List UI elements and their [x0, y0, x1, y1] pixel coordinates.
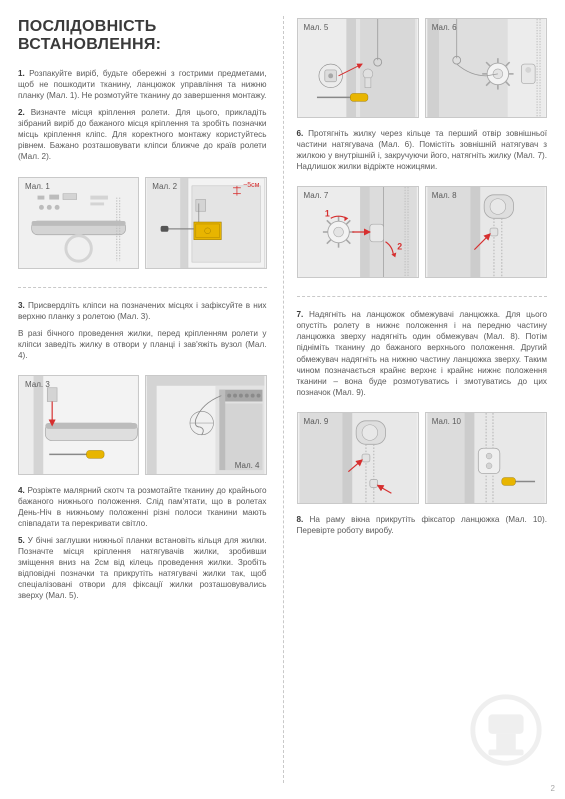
fig-7-label: Мал. 7 — [302, 190, 331, 201]
step-8-text: На раму вікна прикрутіть фіксатор ланцюж… — [297, 515, 548, 535]
fig-4-label: Мал. 4 — [233, 460, 262, 471]
fig-row-3-4: Мал. 3 Мал. 4 — [18, 375, 267, 475]
fig-5-svg — [298, 19, 418, 117]
fig-2-note: ~5см — [241, 181, 261, 190]
figure-9: Мал. 9 — [297, 412, 419, 504]
step-7: 7. Надягніть на ланцюжок обмежувачі ланц… — [297, 309, 548, 398]
figure-2: Мал. 2 ~5см — [145, 177, 266, 269]
fig-row-5-6: Мал. 5 — [297, 18, 548, 118]
step-3b: В разі бічного проведення жилки, перед к… — [18, 328, 267, 361]
fig-3-label: Мал. 3 — [23, 379, 52, 390]
right-divider-1 — [297, 296, 548, 297]
fig-9-label: Мал. 9 — [302, 416, 331, 427]
fig-6-svg — [426, 19, 546, 117]
step-1-text: Розпакуйте виріб, будьте обережні з гост… — [18, 69, 267, 100]
right-column: Мал. 5 — [283, 0, 565, 799]
figure-4: Мал. 4 — [145, 375, 266, 475]
step-6-text: Протягніть жилку через кільце та перший … — [297, 129, 548, 171]
step-6: 6. Протягніть жилку через кільце та перш… — [297, 128, 548, 172]
figure-1: Мал. 1 — [18, 177, 139, 269]
fig-6-label: Мал. 6 — [430, 22, 459, 33]
step-1: 1. Розпакуйте виріб, будьте обережні з г… — [18, 68, 267, 101]
fig7-num2: 2 — [397, 242, 402, 252]
step-3-text: Присвердліть кліпси на позначених місцях… — [18, 301, 267, 321]
left-divider-1 — [18, 287, 267, 288]
page-number: 2 — [551, 784, 555, 793]
step-4: 4. Розріжте малярний скотч та розмотайте… — [18, 485, 267, 529]
watermark-icon — [467, 691, 545, 769]
step-5: 5. У бічні заглушки нижньої планки встан… — [18, 535, 267, 601]
figure-6: Мал. 6 — [425, 18, 547, 118]
fig-10-label: Мал. 10 — [430, 416, 463, 427]
step-2: 2. Визначте місця кріплення ролети. Для … — [18, 107, 267, 162]
figure-10: Мал. 10 — [425, 412, 547, 504]
fig-5-label: Мал. 5 — [302, 22, 331, 33]
fig-row-9-10: Мал. 9 — [297, 412, 548, 504]
step-8: 8. На раму вікна прикрутіть фіксатор лан… — [297, 514, 548, 536]
fig-3-svg — [19, 376, 138, 474]
figure-7: Мал. 7 1 2 — [297, 186, 419, 278]
fig7-num1: 1 — [324, 209, 329, 219]
left-column: ПОСЛІДОВНІСТЬ ВСТАНОВЛЕННЯ: 1. Розпакуйт… — [0, 0, 283, 799]
fig-row-7-8: Мал. 7 1 2 — [297, 186, 548, 278]
fig-8-label: Мал. 8 — [430, 190, 459, 201]
step-3: 3. Присвердліть кліпси на позначених міс… — [18, 300, 267, 322]
step-2-text: Визначте місця кріплення ролети. Для цьо… — [18, 108, 267, 161]
step-4-text: Розріжте малярний скотч та розмотайте тк… — [18, 486, 267, 528]
page-title: ПОСЛІДОВНІСТЬ ВСТАНОВЛЕННЯ: — [18, 18, 267, 54]
fig-2-label: Мал. 2 — [150, 181, 179, 192]
step-7-text: Надягніть на ланцюжок обмежувачі ланцюжк… — [297, 310, 548, 396]
fig-1-label: Мал. 1 — [23, 181, 52, 192]
figure-8: Мал. 8 — [425, 186, 547, 278]
step-5-text: У бічні заглушки нижньої планки встанові… — [18, 536, 267, 600]
figure-3: Мал. 3 — [18, 375, 139, 475]
fig-row-1-2: Мал. 1 Мал. 2 — [18, 177, 267, 269]
figure-5: Мал. 5 — [297, 18, 419, 118]
vertical-divider — [283, 16, 284, 783]
